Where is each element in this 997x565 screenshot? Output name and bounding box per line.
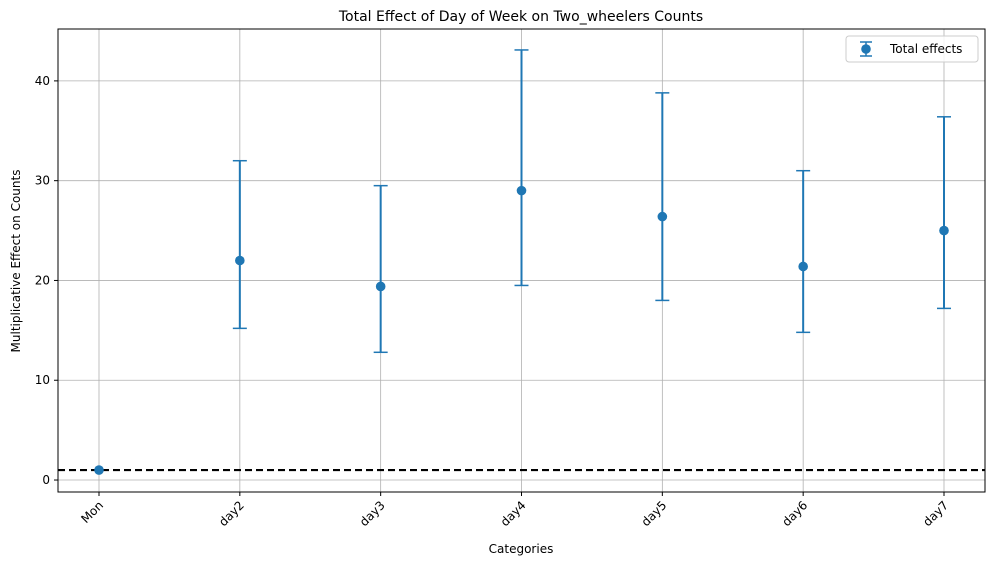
y-tick-label: 30 — [35, 174, 50, 188]
data-point — [939, 225, 949, 236]
legend-box — [845, 35, 979, 63]
chart-title: Total Effect of Day of Week on Two_wheel… — [338, 9, 703, 25]
legend-marker-icon — [861, 44, 871, 54]
x-tick-label: day4 — [498, 498, 529, 529]
data-point — [94, 465, 104, 475]
x-tick-label: day6 — [779, 498, 810, 529]
y-axis-label: Multiplicative Effect on Counts — [9, 170, 23, 353]
x-tick-label: day2 — [216, 498, 247, 529]
x-tick-label: Mon — [78, 498, 106, 526]
legend-label: Total effects — [889, 42, 962, 56]
plot-area: 0 10 20 30 40 Mon day2 day3 day4 day5 day6 day7 Tota… — [35, 28, 986, 529]
data-point — [516, 185, 527, 196]
y-tick-label: 10 — [35, 373, 50, 387]
data-point — [235, 255, 245, 266]
x-tick-label: day5 — [639, 498, 670, 529]
y-tick-label: 20 — [35, 273, 50, 287]
y-tick-label: 40 — [35, 74, 50, 88]
data-point — [375, 281, 386, 292]
x-axis-label: Categories — [489, 542, 554, 556]
x-tick-label: day7 — [920, 498, 951, 529]
x-tick-label: day3 — [357, 498, 388, 529]
data-point — [657, 211, 668, 222]
data-point — [798, 261, 808, 272]
y-tick-label: 0 — [42, 473, 50, 487]
